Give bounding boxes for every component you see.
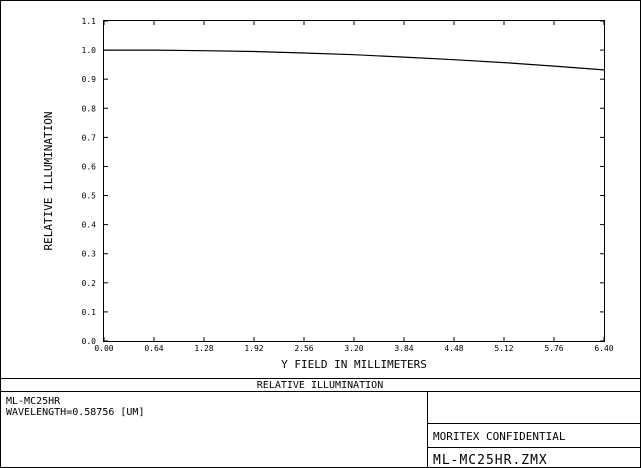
x-tick-label: 1.28 [194, 344, 213, 353]
y-tick-label: 0.7 [82, 133, 97, 142]
y-tick-label: 0.1 [82, 308, 97, 317]
y-axis-ticks: 0.0 0.1 0.2 0.3 0.4 0.5 0.6 0.7 0.8 0.9 1.0 1.1 [82, 17, 604, 346]
x-tick-label: 0.00 [94, 344, 113, 353]
file-name: ML-MC25HR.ZMX [433, 453, 548, 468]
x-axis-label: Y FIELD IN MILLIMETERS [281, 358, 427, 371]
lens-name: ML-MC25HR [6, 396, 61, 407]
x-tick-label: 4.48 [444, 344, 463, 353]
x-tick-label: 2.56 [294, 344, 313, 353]
confidential-text: MORITEX CONFIDENTIAL [433, 430, 566, 443]
x-tick-label: 3.84 [394, 344, 413, 353]
y-tick-label: 1.1 [82, 17, 97, 26]
y-tick-label: 0.0 [82, 337, 97, 346]
x-axis-ticks: 0.00 0.64 1.28 1.92 2.56 3.20 3.84 4.48 5.12 5.76… [94, 21, 614, 353]
y-tick-label: 0.2 [82, 279, 97, 288]
y-tick-label: 0.5 [82, 192, 97, 201]
y-tick-label: 1.0 [82, 46, 97, 55]
y-tick-label: 0.9 [82, 75, 97, 84]
x-tick-label: 6.40 [594, 344, 613, 353]
series-layer [104, 49, 605, 71]
chart-title: RELATIVE ILLUMINATION [257, 380, 383, 391]
series-line [104, 49, 605, 71]
x-tick-label: 3.20 [344, 344, 363, 353]
x-tick-label: 5.76 [544, 344, 563, 353]
y-tick-label: 0.6 [82, 162, 97, 171]
x-tick-label: 1.92 [244, 344, 263, 353]
y-tick-label: 0.8 [82, 104, 97, 113]
y-tick-label: 0.4 [82, 221, 97, 230]
wavelength-text: WAVELENGTH=0.58756 [UM] [6, 407, 144, 418]
x-tick-label: 5.12 [494, 344, 513, 353]
plot-area [103, 20, 605, 342]
x-tick-label: 0.64 [144, 344, 163, 353]
y-tick-label: 0.3 [82, 250, 97, 259]
y-axis-label: RELATIVE ILLUMINATION [42, 111, 55, 250]
